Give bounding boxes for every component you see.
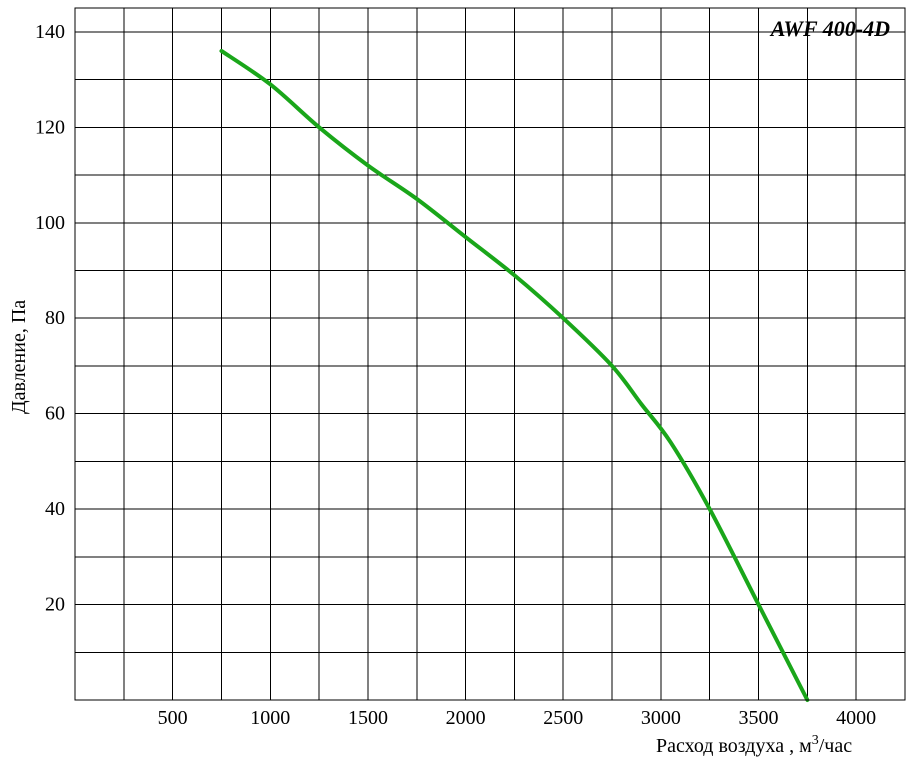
y-tick-label: 60	[45, 403, 65, 425]
x-axis-label: Расход воздуха , м3/час	[656, 733, 852, 757]
y-tick-label: 120	[35, 116, 65, 138]
x-tick-label: 1000	[250, 707, 290, 729]
x-tick-label: 500	[158, 707, 188, 729]
x-tick-label: 2500	[543, 707, 583, 729]
y-tick-label: 40	[45, 498, 65, 520]
y-axis-label: Давление, Па	[8, 300, 30, 414]
y-tick-label: 80	[45, 307, 65, 329]
y-tick-label: 140	[35, 21, 65, 43]
y-tick-label: 100	[35, 212, 65, 234]
fan-curve-chart: 500 1000 1500 2000 2500 3000 3500 4000 20 40 60 80 1…	[0, 0, 921, 767]
y-tick-label: 20	[45, 594, 65, 616]
x-tick-label: 2000	[446, 707, 486, 729]
model-label: AWF 400-4D	[769, 16, 890, 41]
x-tick-label: 4000	[836, 707, 876, 729]
x-tick-label: 3000	[641, 707, 681, 729]
chart-svg: 500 1000 1500 2000 2500 3000 3500 4000 20 40 60 80 1…	[0, 0, 921, 767]
x-tick-label: 1500	[348, 707, 388, 729]
x-tick-label: 3500	[739, 707, 779, 729]
